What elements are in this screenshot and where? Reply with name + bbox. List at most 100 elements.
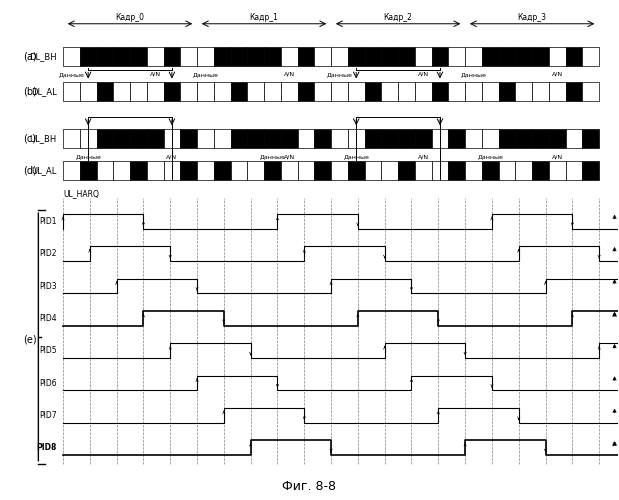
Bar (147, 129, 163, 148)
Bar (331, 47, 348, 66)
Bar (398, 129, 415, 148)
Bar (566, 162, 582, 180)
Text: PID6: PID6 (39, 378, 57, 388)
Bar (80, 129, 97, 148)
Bar (97, 129, 113, 148)
Bar (549, 82, 566, 101)
Bar (415, 47, 431, 66)
Text: A/N: A/N (284, 72, 295, 77)
Text: A/N: A/N (284, 154, 295, 159)
Bar (197, 129, 214, 148)
Text: Данные: Данные (58, 72, 84, 77)
Bar (281, 47, 298, 66)
Bar (147, 162, 163, 180)
Bar (298, 47, 314, 66)
Bar (498, 47, 516, 66)
Bar (532, 47, 549, 66)
Text: PID3: PID3 (39, 282, 57, 290)
Bar (264, 129, 281, 148)
Bar (532, 129, 549, 148)
Bar (97, 47, 113, 66)
Bar (314, 129, 331, 148)
Bar (549, 162, 566, 180)
Bar (566, 82, 582, 101)
Bar (298, 162, 314, 180)
Bar (348, 82, 365, 101)
Bar (63, 129, 80, 148)
Text: A/N: A/N (552, 72, 563, 77)
Text: (a): (a) (23, 52, 37, 62)
Bar (80, 47, 97, 66)
Bar (482, 82, 498, 101)
Bar (214, 162, 230, 180)
Bar (197, 47, 214, 66)
Bar (448, 162, 465, 180)
Bar (365, 47, 381, 66)
Text: Фиг. 8-8: Фиг. 8-8 (282, 480, 337, 492)
Bar (582, 162, 599, 180)
Text: PID4: PID4 (39, 314, 57, 323)
Bar (566, 129, 582, 148)
Text: (d): (d) (23, 166, 37, 176)
Text: A/N: A/N (418, 72, 429, 77)
Bar (448, 47, 465, 66)
Text: Кадр_0: Кадр_0 (116, 13, 144, 22)
Bar (431, 162, 448, 180)
Bar (431, 129, 448, 148)
Bar (197, 162, 214, 180)
Bar (465, 47, 482, 66)
Bar (348, 162, 365, 180)
Bar (498, 82, 516, 101)
Bar (130, 129, 147, 148)
Bar (180, 129, 197, 148)
Text: Кадр_2: Кадр_2 (384, 13, 412, 22)
Bar (582, 82, 599, 101)
Bar (180, 47, 197, 66)
Bar (532, 82, 549, 101)
Bar (582, 47, 599, 66)
Bar (516, 162, 532, 180)
Text: DL_AL: DL_AL (31, 87, 57, 96)
Text: Данные: Данные (75, 154, 101, 159)
Bar (415, 82, 431, 101)
Text: (e): (e) (23, 334, 37, 344)
Bar (248, 47, 264, 66)
Bar (147, 47, 163, 66)
Bar (80, 82, 97, 101)
Bar (197, 82, 214, 101)
Bar (264, 82, 281, 101)
Bar (448, 129, 465, 148)
Text: (b): (b) (23, 86, 37, 97)
Bar (298, 129, 314, 148)
Bar (130, 47, 147, 66)
Bar (532, 162, 549, 180)
Bar (63, 162, 80, 180)
Text: UL_AL: UL_AL (32, 166, 57, 175)
Text: (c): (c) (23, 134, 36, 143)
Bar (180, 82, 197, 101)
Bar (431, 82, 448, 101)
Text: DL_BH: DL_BH (29, 52, 57, 61)
Text: A/N: A/N (167, 154, 178, 159)
Bar (381, 162, 398, 180)
Text: PID7: PID7 (39, 411, 57, 420)
Bar (147, 82, 163, 101)
Bar (113, 47, 130, 66)
Bar (97, 82, 113, 101)
Bar (465, 82, 482, 101)
Bar (331, 162, 348, 180)
Bar (113, 129, 130, 148)
Bar (348, 47, 365, 66)
Text: Данные: Данные (477, 154, 503, 159)
Bar (281, 129, 298, 148)
Bar (381, 129, 398, 148)
Text: Данные: Данные (344, 154, 369, 159)
Text: PID2: PID2 (40, 249, 57, 258)
Text: Кадр_1: Кадр_1 (249, 13, 279, 22)
Bar (498, 162, 516, 180)
Bar (281, 82, 298, 101)
Bar (97, 162, 113, 180)
Bar (365, 82, 381, 101)
Text: Данные: Данные (259, 154, 285, 159)
Bar (331, 129, 348, 148)
